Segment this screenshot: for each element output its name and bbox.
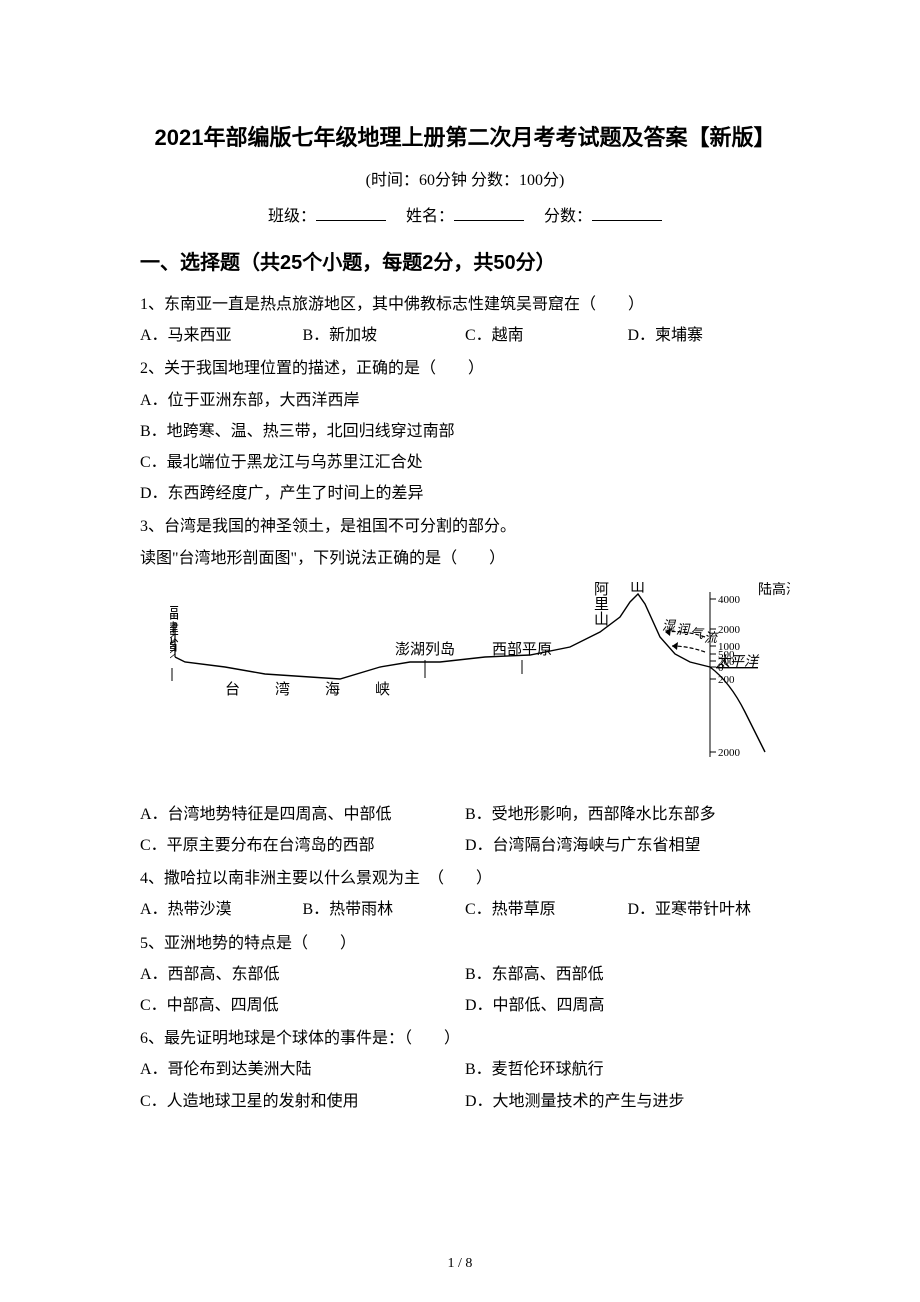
q4-opt-a[interactable]: A．热带沙漠 [140,894,303,925]
name-blank[interactable] [454,204,524,221]
exam-subtitle: (时间：60分钟 分数：100分) [140,166,790,190]
q4-opt-b[interactable]: B．热带雨林 [303,894,466,925]
axis-title: 陆高海深/米 [758,582,790,598]
q4-opt-c[interactable]: C．热带草原 [465,894,628,925]
q5-stem: 5、亚洲地势的特点是（ ） [140,928,790,959]
q2-stem: 2、关于我国地理位置的描述，正确的是（ ） [140,353,790,384]
question-5: 5、亚洲地势的特点是（ ） A．西部高、东部低 B．东部高、西部低 C．中部高、… [140,928,790,1022]
q5-opt-c[interactable]: C．中部高、四周低 [140,990,465,1021]
page-number: 1 / 8 [0,1256,920,1272]
label-penghu: 澎湖列岛 [395,641,455,658]
name-label: 姓名： [406,208,454,225]
score-total: 100分 [519,172,559,189]
q6-opt-a[interactable]: A．哥伦布到达美洲大陆 [140,1054,465,1085]
q6-opt-c[interactable]: C．人造地球卫星的发射和使用 [140,1086,465,1117]
taiwan-profile-svg: 40002000100050020002002000 陆高海深/米 福 建 [170,582,790,782]
svg-text:2000: 2000 [718,747,741,759]
score-label: 分数： [544,208,592,225]
q1-stem: 1、东南亚一直是热点旅游地区，其中佛教标志性建筑吴哥窟在（ ） [140,289,790,320]
q5-opt-a[interactable]: A．西部高、东部低 [140,959,465,990]
q4-opt-d[interactable]: D．亚寒带针叶林 [628,894,791,925]
question-2: 2、关于我国地理位置的描述，正确的是（ ） A．位于亚洲东部，大西洋西岸 B．地… [140,353,790,509]
exam-title: 2021年部编版七年级地理上册第二次月考考试题及答案【新版】 [140,120,790,152]
label-west-plain: 西部平原 [492,641,552,658]
section-1-header: 一、选择题（共25个小题，每题2分，共50分） [140,246,790,275]
subtitle-prefix: (时间： [366,172,419,189]
q1-opt-d[interactable]: D．柬埔寨 [628,320,791,351]
q3-opt-d[interactable]: D．台湾隔台湾海峡与广东省相望 [465,830,790,861]
question-4: 4、撒哈拉以南非洲主要以什么景观为主 （ ） A．热带沙漠 B．热带雨林 C．热… [140,863,790,925]
svg-text:2000: 2000 [718,624,741,636]
q3-opt-b[interactable]: B．受地形影响，西部降水比东部多 [465,799,790,830]
q6-stem: 6、最先证明地球是个球体的事件是：（ ） [140,1023,790,1054]
label-ali: 阿 里 山 [594,582,613,628]
question-1: 1、东南亚一直是热点旅游地区，其中佛教标志性建筑吴哥窟在（ ） A．马来西亚 B… [140,289,790,351]
q2-opt-a[interactable]: A．位于亚洲东部，大西洋西岸 [140,385,790,416]
q2-options: A．位于亚洲东部，大西洋西岸 B．地跨寒、温、热三带，北回归线穿过南部 C．最北… [140,385,790,510]
taiwan-profile-figure: 40002000100050020002002000 陆高海深/米 福 建 [140,582,790,793]
score-blank[interactable] [592,204,662,221]
q4-stem: 4、撒哈拉以南非洲主要以什么景观为主 （ ） [140,863,790,894]
q6-opt-b[interactable]: B．麦哲伦环球航行 [465,1054,790,1085]
q2-opt-d[interactable]: D．东西跨经度广，产生了时间上的差异 [140,478,790,509]
q1-opt-c[interactable]: C．越南 [465,320,628,351]
time-limit: 60分钟 [419,172,467,189]
class-label: 班级： [268,208,316,225]
q5-opt-d[interactable]: D．中部低、四周高 [465,990,790,1021]
q5-opt-b[interactable]: B．东部高、西部低 [465,959,790,990]
q3-opt-a[interactable]: A．台湾地势特征是四周高、中部低 [140,799,465,830]
label-yushan: 玉 山 [630,582,649,595]
q2-opt-b[interactable]: B．地跨寒、温、热三带，北回归线穿过南部 [140,416,790,447]
q6-opt-d[interactable]: D．大地测量技术的产生与进步 [465,1086,790,1117]
question-3: 3、台湾是我国的神圣领土，是祖国不可分割的部分。 读图"台湾地形剖面图"，下列说… [140,511,790,861]
q1-opt-a[interactable]: A．马来西亚 [140,320,303,351]
q4-options: A．热带沙漠 B．热带雨林 C．热带草原 D．亚寒带针叶林 [140,894,790,925]
label-fujian: 福 建 省 [170,605,183,654]
q3-stem-1: 3、台湾是我国的神圣领土，是祖国不可分割的部分。 [140,511,790,542]
info-line: 班级： 姓名： 分数： [140,202,790,226]
subtitle-mid: 分数： [467,172,519,189]
q3-opt-c[interactable]: C．平原主要分布在台湾岛的西部 [140,830,465,861]
q5-options: A．西部高、东部低 B．东部高、西部低 C．中部高、四周低 D．中部低、四周高 [140,959,790,1021]
svg-text:4000: 4000 [718,594,741,606]
question-6: 6、最先证明地球是个球体的事件是：（ ） A．哥伦布到达美洲大陆 B．麦哲伦环球… [140,1023,790,1117]
q1-opt-b[interactable]: B．新加坡 [303,320,466,351]
q6-options: A．哥伦布到达美洲大陆 B．麦哲伦环球航行 C．人造地球卫星的发射和使用 D．大… [140,1054,790,1116]
q2-opt-c[interactable]: C．最北端位于黑龙江与乌苏里江汇合处 [140,447,790,478]
label-pacific: 太平洋 [716,654,760,670]
subtitle-suffix: ) [559,172,564,189]
q1-options: A．马来西亚 B．新加坡 C．越南 D．柬埔寨 [140,320,790,351]
q3-options: A．台湾地势特征是四周高、中部低 B．受地形影响，西部降水比东部多 C．平原主要… [140,799,790,861]
class-blank[interactable] [316,204,386,221]
q3-stem-2: 读图"台湾地形剖面图"，下列说法正确的是（ ） [140,543,790,574]
label-strait: 台 湾 海 峡 [225,681,400,698]
